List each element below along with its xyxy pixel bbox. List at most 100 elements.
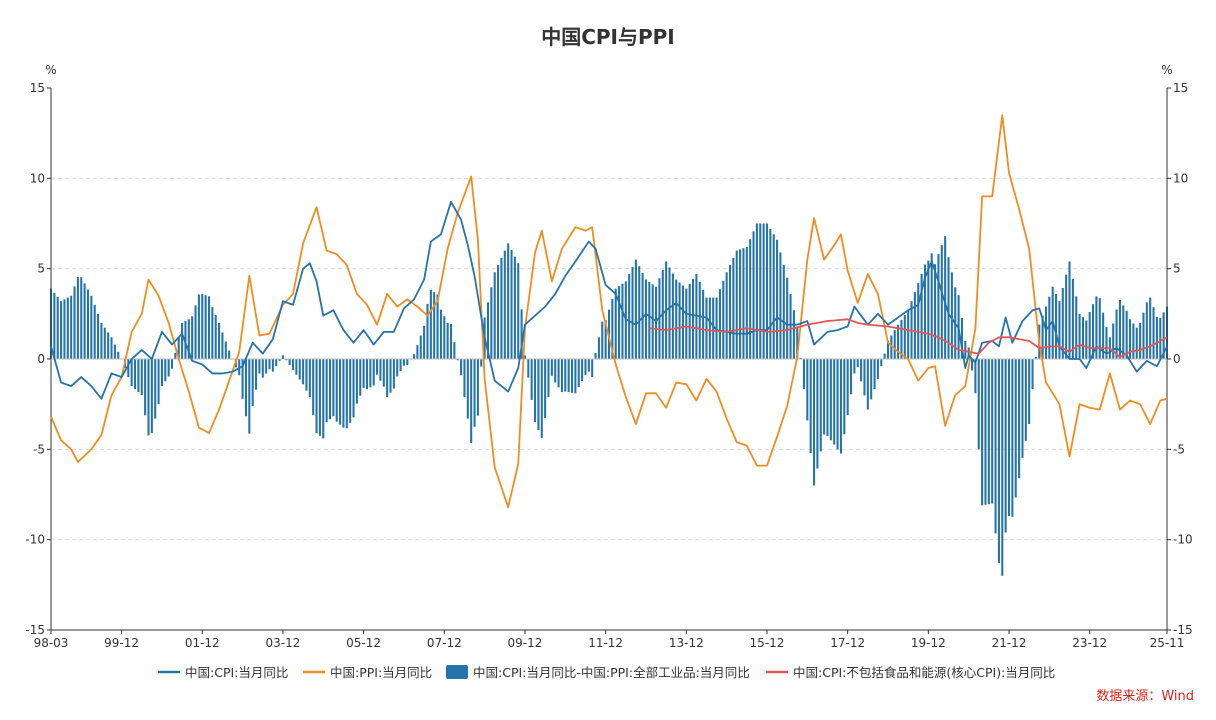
cpi-ppi-spread-bar — [890, 335, 893, 359]
cpi-ppi-spread-bar — [860, 359, 863, 382]
cpi-ppi-spread-bar — [446, 322, 449, 359]
x-tick-label: 17-12 — [830, 636, 865, 650]
cpi-ppi-spread-bar — [1115, 309, 1118, 359]
cpi-ppi-spread-bar — [900, 319, 903, 359]
cpi-ppi-spread-bar — [715, 297, 718, 359]
cpi-ppi-spread-bar — [93, 304, 96, 359]
left-tick-label: -15 — [25, 623, 45, 637]
cpi-ppi-spread-bar — [577, 359, 580, 388]
cpi-ppi-spread-bar — [426, 303, 429, 359]
cpi-ppi-spread-bar — [97, 313, 100, 359]
cpi-ppi-spread-bar — [1085, 320, 1088, 359]
cpi-ppi-spread-bar — [241, 359, 244, 399]
right-tick-label: -5 — [1173, 442, 1185, 456]
cpi-ppi-spread-bar — [897, 324, 900, 359]
cpi-ppi-spread-bar — [991, 359, 994, 504]
cpi-ppi-spread-bar — [675, 279, 678, 359]
legend-label: 中国:PPI:当月同比 — [330, 665, 432, 680]
cpi-ppi-spread-bar — [342, 359, 345, 428]
chart-title: 中国CPI与PPI — [541, 25, 675, 49]
cpi-ppi-spread-bar — [349, 359, 352, 423]
cpi-ppi-spread-bar — [56, 296, 59, 359]
core-cpi-line — [649, 318, 1168, 359]
cpi-ppi-spread-bar — [1092, 304, 1095, 359]
cpi-ppi-spread-bar — [460, 359, 463, 376]
line-series — [50, 114, 1168, 509]
cpi-ppi-spread-bar — [843, 359, 846, 435]
cpi-ppi-spread-bar — [634, 259, 637, 359]
cpi-ppi-spread-bar — [570, 359, 574, 393]
cpi-ppi-spread-bar — [1105, 327, 1108, 359]
left-tick-label: 10 — [30, 171, 45, 185]
cpi-ppi-spread-bar — [1088, 312, 1091, 359]
cpi-ppi-spread-bar — [473, 359, 476, 427]
cpi-ppi-spread-bar — [823, 359, 826, 435]
cpi-ppi-spread-bar — [1004, 359, 1007, 533]
cpi-ppi-spread-bar — [873, 359, 876, 390]
cpi-ppi-spread-bar — [110, 337, 113, 359]
cpi-ppi-spread-bar — [406, 359, 409, 366]
cpi-ppi-spread-bar — [443, 316, 446, 359]
cpi-ppi-spread-bar — [712, 297, 715, 359]
cpi-ppi-spread-bar — [934, 264, 937, 359]
cpi-ppi-spread-bar — [1011, 359, 1014, 517]
cpi-ppi-spread-bar — [204, 295, 207, 359]
right-tick-label: 15 — [1173, 81, 1188, 95]
x-tick-label: 21-12 — [992, 636, 1027, 650]
cpi-ppi-spread-bar — [456, 359, 459, 361]
cpi-ppi-spread-bar — [688, 283, 691, 359]
cpi-ppi-spread-bar — [618, 286, 621, 359]
cpi-ppi-spread-bar — [174, 352, 177, 359]
cpi-ppi-spread-bar — [547, 359, 550, 397]
cpi-ppi-spread-bar — [940, 245, 943, 359]
cpi-ppi-spread-bar — [167, 359, 170, 377]
cpi-ppi-spread-bar — [463, 359, 466, 397]
cpi-ppi-spread-bar — [73, 286, 76, 359]
cpi-ppi-spread-bar — [705, 297, 708, 359]
cpi-ppi-spread-bar — [876, 359, 879, 379]
cpi-ppi-spread-bar — [970, 359, 974, 371]
cpi-ppi-spread-bar — [732, 257, 735, 359]
cpi-ppi-spread-bar — [947, 257, 950, 359]
cpi-ppi-spread-bar — [523, 355, 526, 359]
legend-label: 中国:CPI:当月同比 — [185, 665, 288, 680]
cpi-ppi-spread-bar — [312, 359, 315, 416]
legend: 中国:CPI:当月同比 中国:PPI:当月同比 中国:CPI:当月同比-中国:PPI… — [158, 665, 1055, 680]
cpi-ppi-spread-bar — [386, 359, 389, 397]
cpi-ppi-spread-bar — [816, 359, 819, 469]
cpi-ppi-spread-bar — [591, 359, 594, 378]
cpi-ppi-spread-bar — [228, 350, 231, 359]
cpi-ppi-spread-bar — [486, 302, 490, 359]
cpi-ppi-spread-bar — [534, 359, 537, 423]
cpi-ppi-spread-bar — [70, 295, 73, 359]
cpi-ppi-spread-bar — [160, 359, 163, 387]
cpi-ppi-spread-bar — [648, 281, 651, 359]
cpi-ppi-spread-bar — [470, 359, 473, 444]
cpi-ppi-spread-bar — [352, 359, 355, 418]
cpi-ppi-spread-bar — [90, 295, 93, 359]
cpi-ppi-spread-bar — [63, 299, 66, 359]
cpi-ppi-spread-bar — [765, 223, 769, 359]
cpi-ppi-spread-bar — [641, 272, 644, 359]
cpi-ppi-spread-bar — [651, 284, 654, 359]
cpi-ppi-spread-bar — [107, 332, 110, 359]
cpi-ppi-spread-bar — [644, 279, 648, 359]
legend-swatch — [446, 665, 468, 679]
cpi-ppi-spread-bar — [308, 359, 311, 397]
cpi-ppi-spread-bar — [271, 359, 274, 372]
right-tick-label: -10 — [1173, 533, 1193, 547]
cpi-ppi-spread-bar — [1075, 296, 1078, 359]
cpi-ppi-spread-bar — [708, 297, 711, 359]
cpi-ppi-spread-bar — [681, 285, 684, 359]
cpi-ppi-spread-bar — [396, 359, 399, 377]
cpi-ppi-spread-bar — [322, 359, 325, 439]
cpi-ppi-spread-bar — [517, 263, 520, 359]
cpi-ppi-spread-bar — [1122, 305, 1125, 359]
right-tick-label: -15 — [1173, 623, 1193, 637]
x-tick-label: 15-12 — [750, 636, 785, 650]
cpi-ppi-spread-bar — [513, 256, 516, 359]
x-tick-label: 11-12 — [588, 636, 623, 650]
cpi-ppi-spread-bar — [907, 310, 910, 359]
cpi-ppi-spread-bar — [769, 228, 772, 359]
cpi-ppi-spread-bar — [281, 355, 284, 359]
